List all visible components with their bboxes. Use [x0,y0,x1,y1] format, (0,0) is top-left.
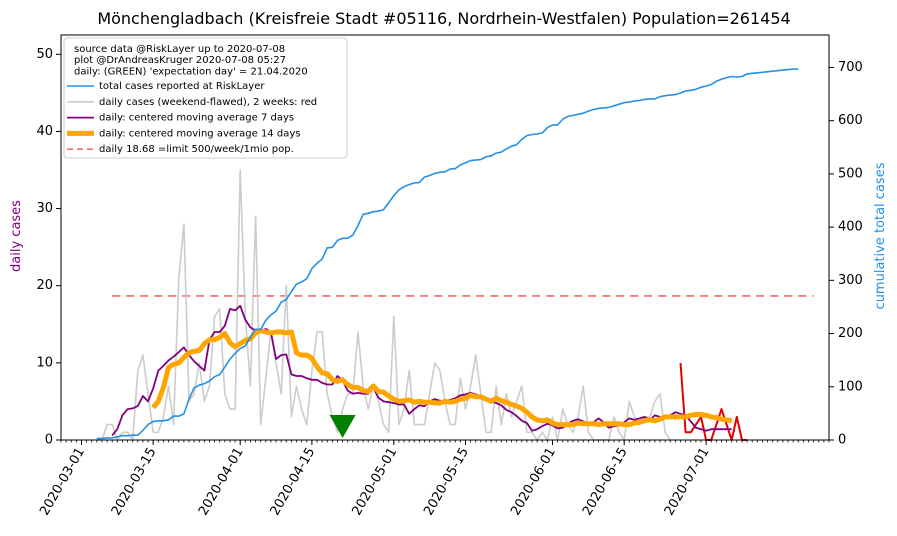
y-right-tick-label: 600 [838,113,863,128]
y-left-tick-label: 10 [36,355,53,370]
expectation-day-marker [329,415,356,438]
y-left-tick-label: 50 [36,47,53,62]
legend: source data @RiskLayer up to 2020-07-08p… [63,37,348,159]
legend-label-total: total cases reported at RiskLayer [99,81,265,92]
y-left-tick-label: 0 [45,433,53,448]
legend-label-ma7: daily: centered moving average 7 days [99,113,294,124]
legend-label-daily: daily cases (weekend-flawed), 2 weeks: r… [99,97,317,108]
series-line-total [96,68,799,440]
plot-area [96,68,814,441]
y-axis-left-label: daily cases [9,200,24,272]
y-right-tick-label: 200 [838,326,863,341]
legend-header-line: source data @RiskLayer up to 2020-07-08 [74,44,285,55]
y-right-tick-label: 0 [838,433,846,448]
y-left-tick-label: 40 [36,124,53,139]
y-axis-right-label: cumulative total cases [873,162,888,309]
series-line-daily [96,169,671,441]
legend-header-line: plot @DrAndreasKruger 2020-07-08 05:27 [74,55,286,66]
series-line-ma7 [111,304,732,436]
y-left-tick-label: 30 [36,201,53,216]
y-right-tick-label: 100 [838,379,863,394]
chart-title: Mönchengladbach (Kreisfreie Stadt #05116… [97,9,790,28]
legend-label-limit: daily 18.68 =limit 500/week/1mio pop. [99,144,294,155]
y-right-tick-label: 400 [838,220,863,235]
series-line-daily-recent [679,362,748,441]
legend-label-ma14: daily: centered moving average 14 days [99,128,300,139]
legend-header-line: daily: (GREEN) 'expectation day' = 21.04… [74,66,308,77]
y-right-tick-label: 700 [838,60,863,75]
y-right-tick-label: 500 [838,166,863,181]
legend-box [63,37,348,159]
y-left-tick-label: 20 [36,278,53,293]
y-right-tick-label: 300 [838,273,863,288]
